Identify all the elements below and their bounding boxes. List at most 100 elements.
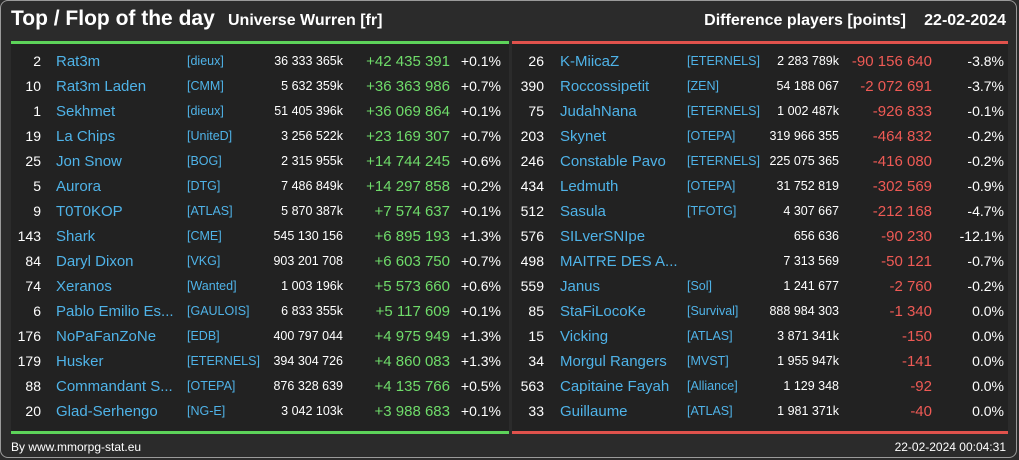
player-name-link[interactable]: Pablo Emilio Es... [56,303,174,320]
player-name-link[interactable]: StaFiLocoKe [560,303,646,320]
rank-cell: 74 [25,278,41,294]
alliance-tag-link[interactable]: [OTEPA] [187,379,236,393]
percent-change-cell: -0.2% [967,128,1004,144]
player-name-link[interactable]: NoPaFanZoNe [56,328,157,345]
rank-cell: 1 [33,103,41,119]
player-name-link[interactable]: Sasula [560,203,606,220]
alliance-tag-link[interactable]: [ATLAS] [687,404,733,418]
player-name-link[interactable]: JudahNana [560,103,637,120]
rank-cell: 20 [25,403,41,419]
alliance-tag-link[interactable]: [GAULOIS] [187,304,250,318]
player-name-link[interactable]: Capitaine Fayah [560,378,670,395]
flop-player-row: 498 MAITRE DES A... 7 313 569 -50 121 -0.7% [512,249,1008,274]
player-name-link[interactable]: Janus [560,278,601,295]
rank-cell: 10 [25,78,41,94]
alliance-tag-link[interactable]: [ATLAS] [187,204,233,218]
player-name-link[interactable]: Vicking [560,328,609,345]
player-name-link[interactable]: Skynet [560,128,606,145]
alliance-tag-link[interactable]: [ETERNELS] [687,154,760,168]
total-points-cell: 2 283 789k [777,54,839,68]
alliance-tag-link[interactable]: [dieux] [187,104,224,118]
alliance-tag-link[interactable]: [OTEPA] [687,129,736,143]
rank-cell: 5 [33,178,41,194]
percent-change-cell: +0.1% [460,403,501,419]
top-player-row: 74 Xeranos [Wanted] 1 003 196k +5 573 660 +0.… [11,274,509,299]
player-name-link[interactable]: Jon Snow [56,153,122,170]
player-name-link[interactable]: Shark [56,228,96,245]
alliance-tag-link[interactable]: [TFOTG] [687,204,737,218]
alliance-tag-link[interactable]: [Wanted] [187,279,237,293]
total-points-cell: 6 833 355k [281,304,343,318]
player-name-link[interactable]: Roccossipetit [560,78,650,95]
player-name-link[interactable]: K-MiicaZ [560,53,620,70]
player-name-link[interactable]: Husker [56,353,104,370]
percent-change-cell: -3.7% [967,78,1004,94]
player-name-link[interactable]: Sekhmet [56,103,116,120]
top-player-row: 6 Pablo Emilio Es... [GAULOIS] 6 833 355k +5… [11,299,509,324]
player-name-link[interactable]: Daryl Dixon [56,253,134,270]
points-difference-cell: +5 117 609 [375,303,450,320]
percent-change-cell: +0.1% [460,203,501,219]
alliance-tag-link[interactable]: [ETERNELS] [687,104,760,118]
total-points-cell: 31 752 819 [776,179,839,193]
flop-player-row: 85 StaFiLocoKe [Survival] 888 984 303 -1 340… [512,299,1008,324]
player-name-link[interactable]: Guillaume [560,403,628,420]
percent-change-cell: -4.7% [967,203,1004,219]
alliance-tag-link[interactable]: [dieux] [187,54,224,68]
total-points-cell: 1 241 677 [783,279,839,293]
alliance-tag-link[interactable]: [CMM] [187,79,224,93]
alliance-tag-link[interactable]: [ATLAS] [687,329,733,343]
player-name-link[interactable]: Rat3m Laden [56,78,147,95]
alliance-tag-link[interactable]: [EDB] [187,329,220,343]
page-title: Top / Flop of the day [11,7,215,30]
player-name-link[interactable]: La Chips [56,128,116,145]
rank-cell: 143 [17,228,41,244]
flop-player-row: 33 Guillaume [ATLAS] 1 981 371k -40 0.0% [512,399,1008,424]
top-player-row: 84 Daryl Dixon [VKG] 903 201 708 +6 603 750 +… [11,249,509,274]
top-player-row: 19 La Chips [UniteD] 3 256 522k +23 169 307 +… [11,124,509,149]
universe-label: Universe Wurren [fr] [228,12,383,29]
player-name-link[interactable]: Rat3m [56,53,101,70]
player-name-link[interactable]: Ledmuth [560,178,619,195]
alliance-tag-link[interactable]: [Sol] [687,279,713,293]
alliance-tag-link[interactable]: [NG-E] [187,404,226,418]
alliance-tag-link[interactable]: [CME] [187,229,222,243]
alliance-tag-link[interactable]: [ZEN] [687,79,719,93]
rank-cell: 88 [25,378,41,394]
alliance-tag-link[interactable]: [ETERNELS] [687,54,760,68]
alliance-tag-link[interactable]: [Alliance] [687,379,738,393]
alliance-tag-link[interactable]: [DTG] [187,179,221,193]
alliance-tag-link[interactable]: [OTEPA] [687,179,736,193]
rank-cell: 390 [520,78,544,94]
percent-change-cell: 0.0% [972,353,1004,369]
percent-change-cell: -0.9% [967,178,1004,194]
player-name-link[interactable]: Constable Pavo [560,153,666,170]
alliance-tag-link[interactable]: [Survival] [687,304,739,318]
player-name-link[interactable]: Xeranos [56,278,112,295]
points-difference-cell: +4 975 949 [374,328,451,345]
flop-player-row: 434 Ledmuth [OTEPA] 31 752 819 -302 569 -0.9% [512,174,1008,199]
player-name-link[interactable]: MAITRE DES A... [560,253,678,270]
alliance-tag-link[interactable]: [BOG] [187,154,222,168]
alliance-tag-link[interactable]: [MVST] [687,354,729,368]
player-name-link[interactable]: Commandant S... [56,378,173,395]
player-name-link[interactable]: T0T0KOP [56,203,123,220]
player-name-link[interactable]: Morgul Rangers [560,353,667,370]
points-difference-cell: -416 080 [872,153,932,170]
total-points-cell: 7 486 849k [281,179,343,193]
rank-cell: 34 [528,353,544,369]
percent-change-cell: +1.3% [460,328,501,344]
player-name-link[interactable]: SILverSNIpe [560,228,646,245]
top-player-row: 20 Glad-Serhengo [NG-E] 3 042 103k +3 988 68… [11,399,509,424]
top-player-row: 2 Rat3m [dieux] 36 333 365k +42 435 391 +0.1% [11,49,509,74]
alliance-tag-link[interactable]: [VKG] [187,254,221,268]
alliance-tag-link[interactable]: [UniteD] [187,129,233,143]
alliance-tag-link[interactable]: [ETERNELS] [187,354,260,368]
points-difference-cell: -92 [910,378,932,395]
percent-change-cell: +0.7% [460,128,501,144]
player-name-link[interactable]: Aurora [56,178,102,195]
percent-change-cell: +0.1% [460,103,501,119]
points-difference-cell: -212 168 [872,203,932,220]
player-name-link[interactable]: Glad-Serhengo [56,403,158,420]
total-points-cell: 1 129 348 [783,379,839,393]
